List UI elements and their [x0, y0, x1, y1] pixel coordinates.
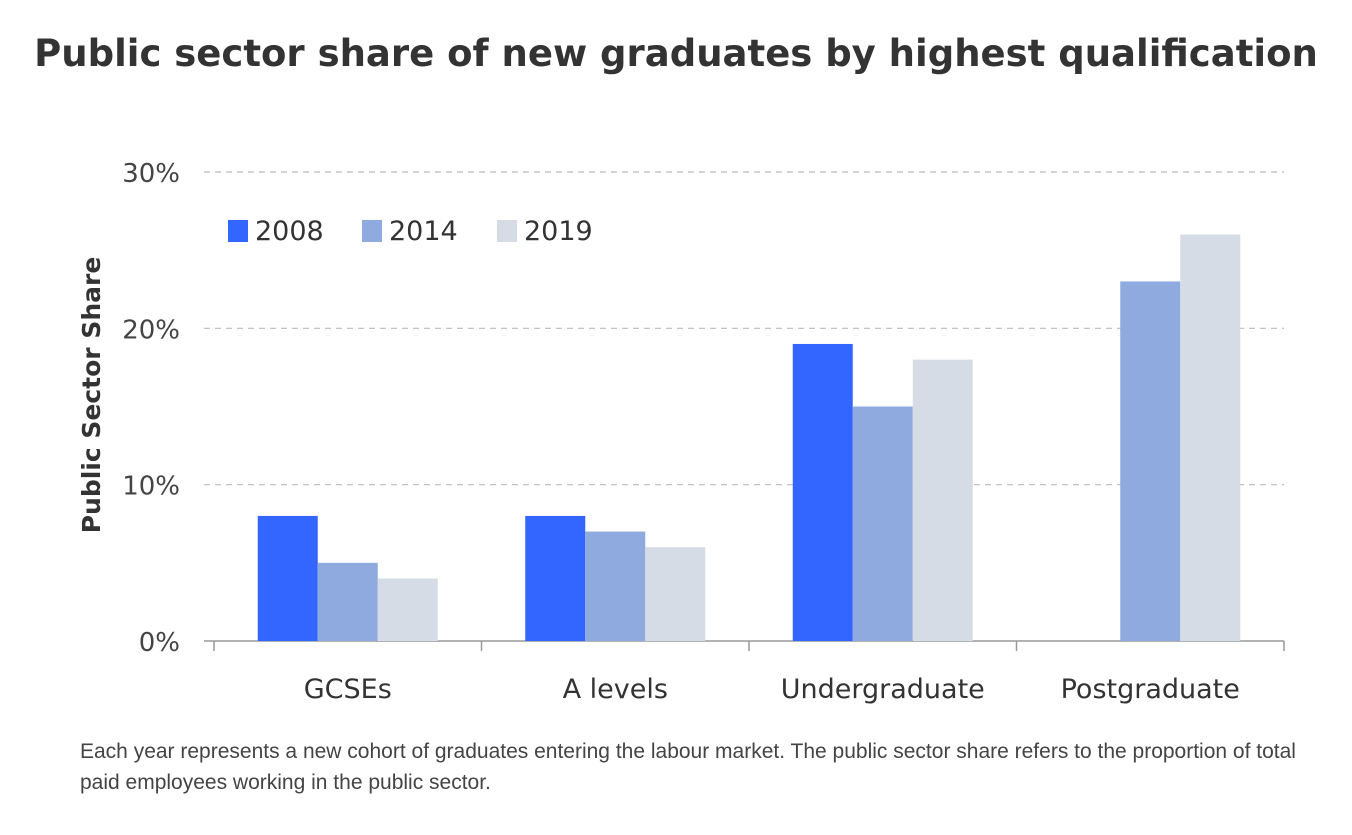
bar-2014-postgraduate [1120, 281, 1181, 641]
legend-label-2019: 2019 [524, 216, 593, 247]
bar-2019-undergraduate [912, 359, 973, 641]
footnote: Each year represents a new cohort of gra… [80, 740, 1296, 794]
x-tick-label: Postgraduate [1061, 674, 1240, 705]
y-tick-label: 30% [122, 159, 180, 189]
legend-swatch-2008 [228, 220, 248, 242]
y-tick-label: 10% [122, 472, 180, 502]
chart-title: Public sector share of new graduates by … [34, 32, 1318, 75]
y-axis-label: Public Sector Share [77, 257, 106, 534]
legend-label-2014: 2014 [389, 216, 458, 247]
x-tick-label: Undergraduate [781, 674, 985, 705]
y-tick-label: 20% [122, 315, 180, 345]
legend-swatch-2019 [497, 220, 517, 242]
bar-2019-a-levels [645, 547, 706, 641]
bar-2008-gcses [257, 515, 318, 641]
bars [257, 234, 1241, 642]
bar-2008-undergraduate [792, 343, 853, 641]
bar-2008-a-levels [525, 515, 586, 641]
bar-2019-gcses [377, 578, 438, 641]
y-tick-label: 0% [139, 628, 180, 658]
x-axis-ticks: GCSEs A levels Undergraduate Postgraduate [304, 674, 1240, 705]
bar-2019-postgraduate [1180, 234, 1241, 642]
x-tick-label: A levels [563, 674, 668, 705]
legend-swatch-2014 [362, 220, 382, 242]
bar-2014-undergraduate [852, 406, 913, 641]
legend: 2008 2014 2019 [228, 216, 593, 247]
bar-2014-a-levels [585, 531, 646, 641]
bar-2014-gcses [317, 562, 378, 641]
x-axis [213, 641, 1285, 651]
y-axis-ticks: 0% 10% 20% 30% [122, 159, 180, 658]
x-tick-label: GCSEs [304, 674, 392, 705]
bar-chart: Public Sector Share 0% 10% 20% 30% GCSEs A l… [77, 159, 1285, 705]
legend-label-2008: 2008 [255, 216, 324, 247]
